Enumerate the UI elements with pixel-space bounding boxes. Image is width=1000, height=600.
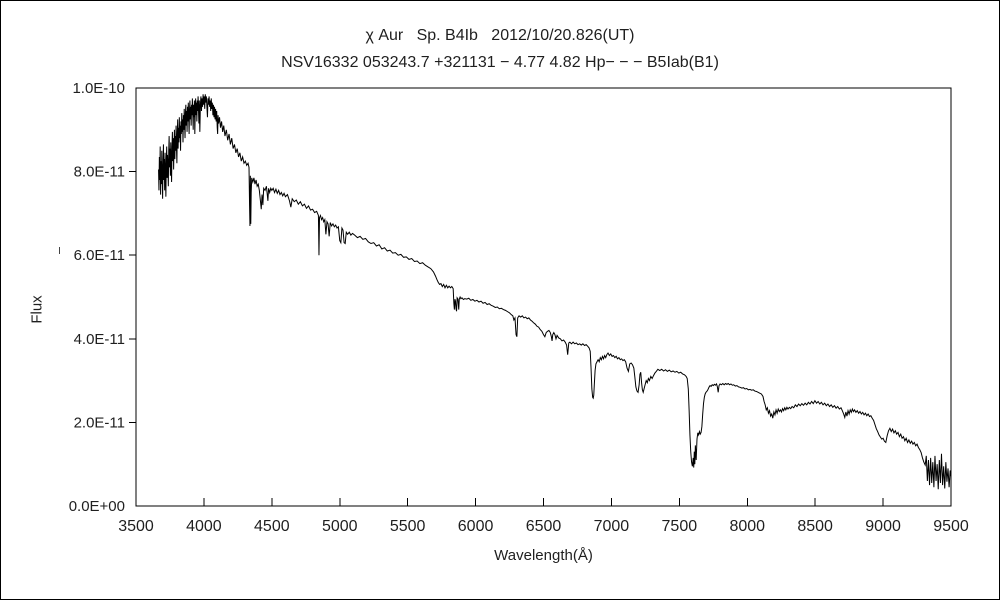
y-tick-label: 4.0E-11 xyxy=(74,331,125,348)
x-axis-label: Wavelength(Å) xyxy=(494,547,593,564)
x-tick-label: 7000 xyxy=(594,518,630,535)
y-tick-label: 0.0E+00 xyxy=(69,498,125,515)
x-tick-label: 4000 xyxy=(186,518,222,535)
x-tick-label: 8500 xyxy=(797,518,833,535)
chart-subtitle: NSV16332 053243.7 +321131 − 4.77 4.82 Hp… xyxy=(281,54,719,71)
y-tick-label: 6.0E-11 xyxy=(74,247,125,264)
stray-dot xyxy=(59,247,60,254)
x-tick-label: 6000 xyxy=(458,518,494,535)
plot-frame xyxy=(135,87,952,507)
y-tick-label: 8.0E-11 xyxy=(74,164,125,181)
x-tick-label: 8000 xyxy=(729,518,765,535)
spectrum-line xyxy=(158,94,952,490)
x-tick-label: 5500 xyxy=(390,518,426,535)
x-tick-label: 5000 xyxy=(322,518,358,535)
x-tick-label: 9000 xyxy=(865,518,901,535)
x-tick-label: 7500 xyxy=(662,518,698,535)
x-tick-label: 3500 xyxy=(118,518,154,535)
y-tick-label: 2.0E-11 xyxy=(74,414,125,431)
x-tick-label: 9500 xyxy=(933,518,969,535)
x-tick-label: 6500 xyxy=(526,518,562,535)
y-axis-label: Flux xyxy=(28,295,46,324)
y-tick-label: 1.0E-10 xyxy=(72,80,125,97)
chart-title: χ Aur Sp. B4Ib 2012/10/20.826(UT) xyxy=(365,27,635,44)
x-tick-label: 4500 xyxy=(254,518,290,535)
